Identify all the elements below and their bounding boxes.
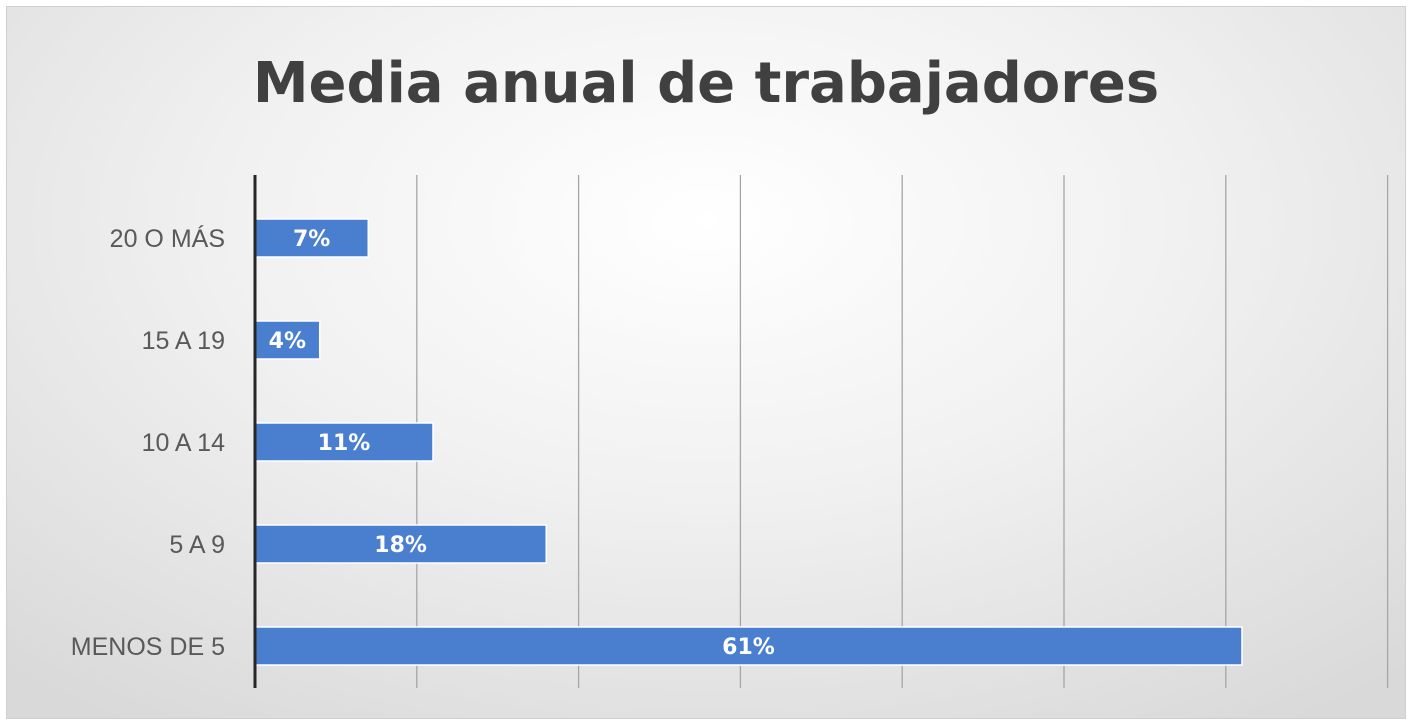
category-label-3: 5 A 9 xyxy=(169,531,225,559)
data-label-2: 11% xyxy=(318,431,371,456)
category-label-0: 20 O MÁS xyxy=(110,224,225,253)
data-label-1: 4% xyxy=(269,329,306,354)
chart-title: Media anual de trabajadores xyxy=(252,51,1160,116)
chart-frame: Media anual de trabajadores 7% 20 O MÁS 4%… xyxy=(6,6,1406,719)
data-label-4: 61% xyxy=(722,635,775,660)
data-label-3: 18% xyxy=(374,533,427,558)
bar-chart-plot: 7% 20 O MÁS 4% 15 A 19 11% 10 A 14 18% 5 A 9 61%… xyxy=(71,175,1389,688)
data-label-0: 7% xyxy=(293,227,330,252)
category-label-4: MENOS DE 5 xyxy=(71,633,225,661)
category-label-2: 10 A 14 xyxy=(142,429,226,457)
category-label-1: 15 A 19 xyxy=(142,327,225,355)
bar-0 xyxy=(254,218,370,258)
